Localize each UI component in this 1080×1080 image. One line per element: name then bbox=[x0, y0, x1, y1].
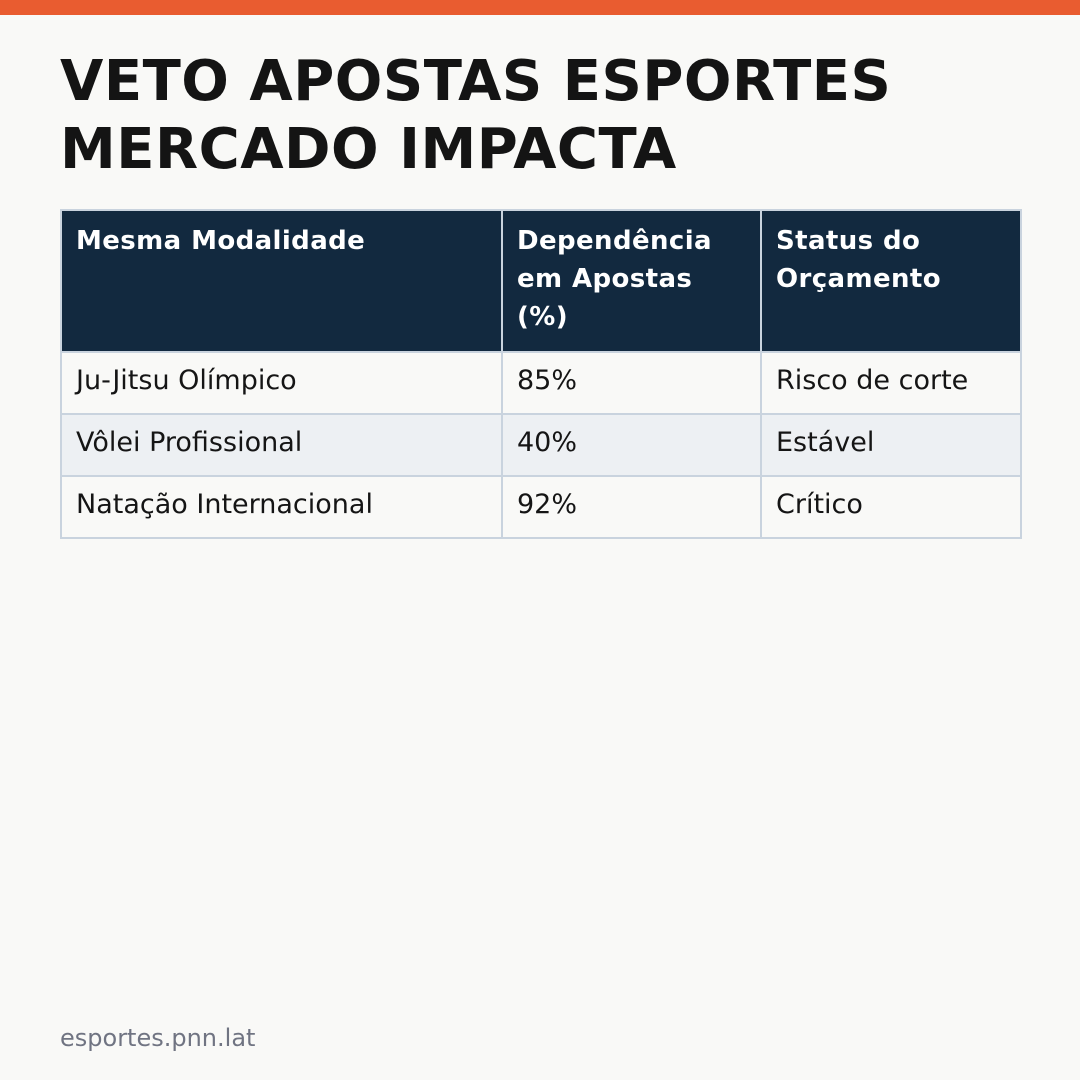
cell-dependencia: 92% bbox=[501, 475, 762, 539]
page-title-line-2: MERCADO IMPACTA bbox=[60, 117, 677, 182]
header-status-orcamento: Status do Orçamento bbox=[760, 209, 1022, 353]
cell-status: Estável bbox=[760, 413, 1022, 477]
cell-dependencia: 85% bbox=[501, 351, 762, 415]
cell-status: Crítico bbox=[760, 475, 1022, 539]
table-row: Vôlei Profissional 40% Estável bbox=[60, 413, 1022, 477]
header-dependencia: Dependência em Apostas (%) bbox=[501, 209, 762, 353]
betting-dependence-table: Mesma Modalidade Dependência em Apostas … bbox=[60, 209, 1022, 539]
table-row: Natação Internacional 92% Crítico bbox=[60, 475, 1022, 539]
page-title: VETO APOSTAS ESPORTES MERCADO IMPACTA bbox=[60, 48, 1020, 184]
cell-modalidade: Natação Internacional bbox=[60, 475, 503, 539]
top-accent-bar bbox=[0, 0, 1080, 15]
table-header-row: Mesma Modalidade Dependência em Apostas … bbox=[60, 209, 1022, 353]
cell-status: Risco de corte bbox=[760, 351, 1022, 415]
table-row: Ju-Jitsu Olímpico 85% Risco de corte bbox=[60, 351, 1022, 415]
cell-modalidade: Ju-Jitsu Olímpico bbox=[60, 351, 503, 415]
footer-domain-link[interactable]: esportes.pnn.lat bbox=[60, 1024, 256, 1052]
page-title-line-1: VETO APOSTAS ESPORTES bbox=[60, 49, 892, 114]
cell-dependencia: 40% bbox=[501, 413, 762, 477]
cell-modalidade: Vôlei Profissional bbox=[60, 413, 503, 477]
header-modalidade: Mesma Modalidade bbox=[60, 209, 503, 353]
